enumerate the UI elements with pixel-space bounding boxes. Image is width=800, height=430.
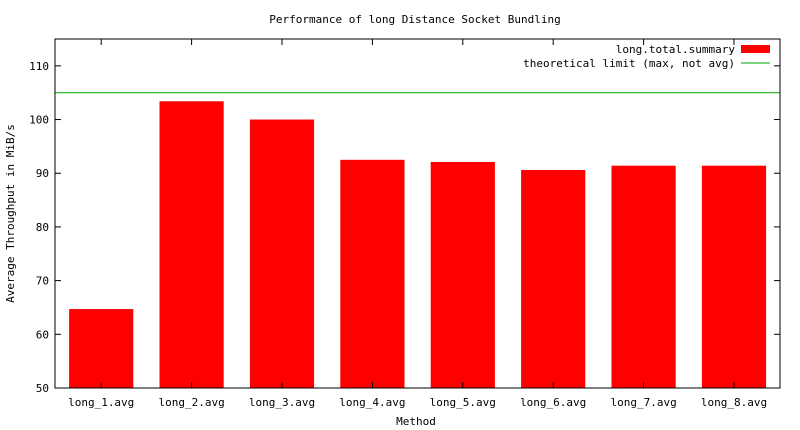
y-axis-ticks: 50 60 70 80 90 100 110 — [29, 60, 780, 395]
y-tick-label: 70 — [36, 275, 49, 288]
legend-swatch-series — [741, 45, 770, 53]
chart-title: Performance of long Distance Socket Bund… — [269, 13, 560, 26]
x-tick-label: long_5.avg — [430, 396, 496, 409]
legend: long.total.summary theoretical limit (ma… — [523, 43, 770, 70]
x-axis-label: Method — [396, 415, 436, 428]
x-tick-label: long_6.avg — [520, 396, 586, 409]
bar — [249, 119, 315, 389]
x-tick-label: long_4.avg — [339, 396, 405, 409]
y-tick-label: 60 — [36, 328, 49, 341]
x-tick-label: long_3.avg — [249, 396, 315, 409]
y-tick-label: 110 — [29, 60, 49, 73]
plot-frame — [54, 38, 781, 389]
bar — [611, 165, 676, 388]
y-tick-label: 90 — [36, 167, 49, 180]
bar — [340, 159, 405, 388]
bars — [69, 101, 767, 389]
legend-label-reference: theoretical limit (max, not avg) — [523, 57, 735, 70]
y-axis-label: Average Throughput in MiB/s — [4, 124, 17, 303]
x-tick-label: long_1.avg — [68, 396, 134, 409]
x-tick-label: long_7.avg — [610, 396, 676, 409]
bar — [521, 170, 586, 388]
legend-label-series: long.total.summary — [616, 43, 736, 56]
y-tick-label: 80 — [36, 221, 49, 234]
bar — [430, 161, 495, 388]
bar — [159, 101, 224, 388]
x-tick-label: long_2.avg — [158, 396, 224, 409]
bar — [701, 165, 767, 388]
bar — [69, 309, 134, 388]
y-tick-label: 50 — [36, 382, 49, 395]
y-tick-label: 100 — [29, 114, 49, 127]
x-tick-label: long_8.avg — [701, 396, 767, 409]
x-axis-ticks: long_1.avg long_2.avg long_3.avg long_4.avg… — [68, 39, 767, 409]
